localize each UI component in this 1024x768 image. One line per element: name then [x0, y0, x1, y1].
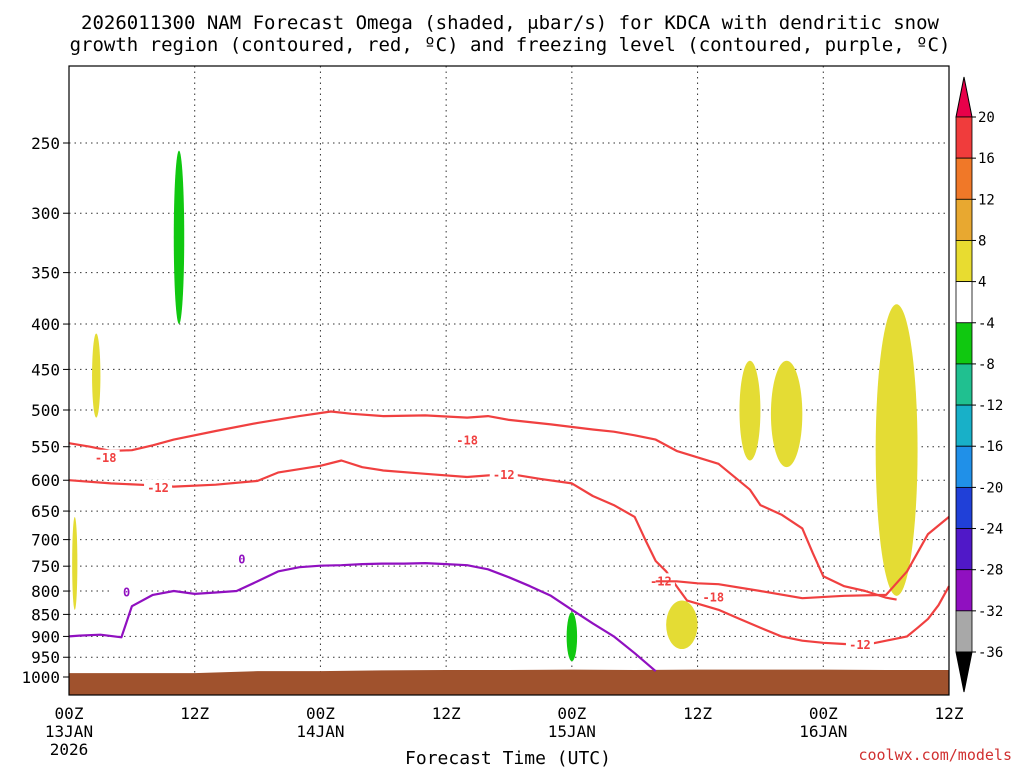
y-tick-label-900: 900: [31, 627, 60, 646]
colorbar-label-9: -20: [978, 480, 1003, 496]
y-tick-label-1000: 1000: [21, 668, 60, 687]
x-tick-label-48: 00Z: [557, 704, 586, 723]
y-tick-label-400: 400: [31, 315, 60, 334]
colorbar-label-12: -32: [978, 604, 1003, 620]
contour-label-0-1: -18: [456, 433, 478, 447]
y-tick-label-350: 350: [31, 264, 60, 283]
contour-label-0-2: -18: [702, 591, 724, 605]
x-tick-date-48: 15JAN: [548, 722, 596, 741]
colorbar-swatch-2: [955, 198, 973, 241]
x-tick-date-24: 14JAN: [296, 722, 344, 741]
colorbar-label-8: -16: [978, 439, 1003, 455]
x-tick-label-24: 00Z: [306, 704, 335, 723]
contour-label-bg-1-3: [845, 636, 874, 651]
y-tick-label-750: 750: [31, 557, 60, 576]
contour-line-3: [68, 562, 657, 673]
contour-label-3-0: 0: [123, 585, 130, 599]
y-tick-label-600: 600: [31, 471, 60, 490]
colorbar-label-3: 8: [978, 233, 986, 249]
contour-label-0-0: -18: [95, 451, 117, 465]
contour-label-bg-1-1: [489, 467, 518, 482]
x-tick-date-0: 13JAN: [45, 722, 93, 741]
terrain-fill: [69, 669, 949, 695]
colorbar-swatch-11: [955, 569, 973, 612]
contour-label-1-1: -12: [493, 468, 515, 482]
colorbar-swatch-8: [955, 445, 973, 488]
y-tick-label-550: 550: [31, 438, 60, 457]
contour-label-1-3: -12: [849, 638, 871, 652]
y-tick-label-800: 800: [31, 582, 60, 601]
colorbar-swatch-1: [955, 157, 973, 200]
x-tick-date-72: 16JAN: [799, 722, 847, 741]
colorbar-label-1: 16: [978, 151, 995, 167]
colorbar-top-arrow: [955, 76, 973, 118]
y-tick-label-500: 500: [31, 401, 60, 420]
y-tick-label-300: 300: [31, 204, 60, 223]
terrain-layer: [69, 669, 949, 695]
contour-label-bg-3-1: [227, 551, 256, 566]
credit-text[interactable]: coolwx.com/models: [858, 746, 1012, 764]
contour-label-3-1: 0: [238, 552, 245, 566]
x-axis-label: Forecast Time (UTC): [405, 748, 611, 768]
y-tick-label-850: 850: [31, 605, 60, 624]
omega-yellow-mid-1: [739, 360, 761, 461]
chart-title-line-2: growth region (contoured, red, ºC) and f…: [70, 34, 951, 56]
contour-label-bg-0-1: [453, 432, 482, 447]
plot-frame: [68, 65, 950, 696]
omega-yellow-left: [72, 516, 78, 610]
colorbar-label-0: 20: [978, 110, 995, 126]
x-tick-label-0: 00Z: [55, 704, 84, 723]
x-tick-label-36: 12Z: [432, 704, 461, 723]
y-tick-label-250: 250: [31, 134, 60, 153]
colorbar-label-2: 12: [978, 192, 995, 208]
colorbar-bottom-arrow: [955, 651, 973, 693]
colorbar-swatch-6: [955, 363, 973, 406]
contour-label-bg-0-0: [91, 449, 120, 464]
contour-line-0: [68, 410, 897, 601]
colorbar-label-13: -36: [978, 645, 1003, 661]
omega-layer: [72, 150, 918, 662]
colorbar-label-5: -4: [978, 316, 995, 332]
colorbar-label-10: -24: [978, 522, 1003, 538]
x-tick-label-60: 12Z: [683, 704, 712, 723]
plot-background: [69, 66, 949, 695]
colorbar-swatch-7: [955, 404, 973, 447]
colorbar-swatch-0: [955, 116, 973, 159]
omega-yellow-lower-mid: [666, 600, 698, 650]
contour-label-bg-3-0: [112, 584, 141, 599]
y-tick-label-650: 650: [31, 502, 60, 521]
colorbar-swatch-5: [955, 322, 973, 365]
omega-yellow-right: [875, 304, 918, 596]
x-tick-year-0: 2026: [50, 740, 89, 759]
contour-label-bg-0-2: [699, 589, 728, 604]
omega-green-upper: [173, 150, 185, 325]
colorbar-label-4: 4: [978, 275, 986, 291]
contour-label-1-0: -12: [147, 481, 169, 495]
omega-green-lower: [566, 612, 578, 662]
colorbar-swatch-4: [955, 281, 973, 324]
x-tick-label-84: 12Z: [935, 704, 964, 723]
y-tick-label-950: 950: [31, 648, 60, 667]
colorbar-swatch-12: [955, 610, 973, 653]
axis-layer: 250 300 350 400 450 500 550 600 650 700 750 800 850 9…: [21, 134, 963, 759]
colorbar-swatch-10: [955, 528, 973, 571]
y-tick-label-700: 700: [31, 531, 60, 550]
colorbar: 20 16 12 8 4 -4 -8 -12 -16 -20 -24 -28 -32 -36: [955, 76, 1003, 693]
colorbar-swatch-9: [955, 486, 973, 529]
colorbar-label-7: -12: [978, 398, 1003, 414]
x-tick-label-72: 00Z: [809, 704, 838, 723]
y-tick-label-450: 450: [31, 360, 60, 379]
omega-yellow-mid-2: [770, 360, 803, 468]
contour-line-2: [655, 516, 950, 600]
colorbar-label-6: -8: [978, 357, 995, 373]
x-tick-label-12: 12Z: [180, 704, 209, 723]
contour-label-bg-1-0: [144, 479, 173, 494]
chart-title-line-1: 2026011300 NAM Forecast Omega (shaded, μ…: [81, 12, 939, 34]
colorbar-swatch-3: [955, 240, 973, 283]
colorbar-label-11: -28: [978, 563, 1003, 579]
omega-yellow-upper-left: [92, 333, 101, 418]
